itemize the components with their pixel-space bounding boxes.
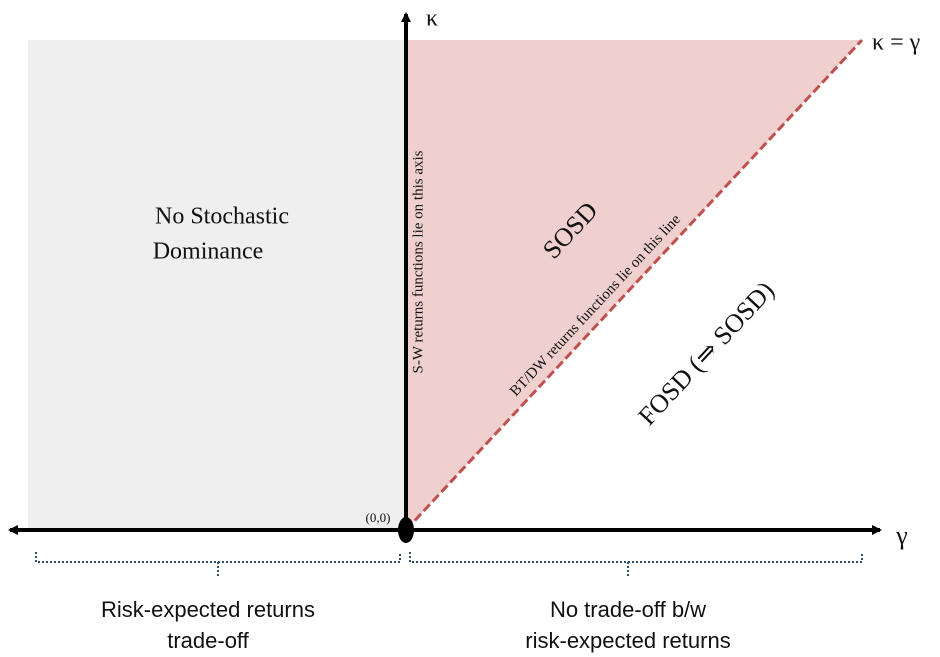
origin-label: (0,0) [366, 510, 391, 525]
left-bracket [35, 552, 401, 576]
right-bracket [409, 552, 863, 576]
bracket-label: risk-expected returns [525, 628, 730, 653]
diagonal-line [404, 38, 864, 532]
y-axis-label: κ [426, 6, 438, 32]
origin-dot [398, 517, 414, 543]
bracket-label: trade-off [167, 628, 249, 653]
region-label: FOSD (⇒ SOSD) [632, 276, 779, 431]
x-axis-label: γ [895, 521, 908, 550]
bracket-label: Risk-expected returns [101, 597, 315, 622]
bracket-label: No trade-off b/w [550, 597, 706, 622]
region-label: No Stochastic [155, 204, 289, 230]
no-dominance-region [28, 40, 406, 530]
diagonal-label: κ = γ [872, 30, 921, 56]
axis-annotation: S-W returns functions lie on this axis [410, 150, 426, 373]
region-label: Dominance [153, 239, 264, 265]
